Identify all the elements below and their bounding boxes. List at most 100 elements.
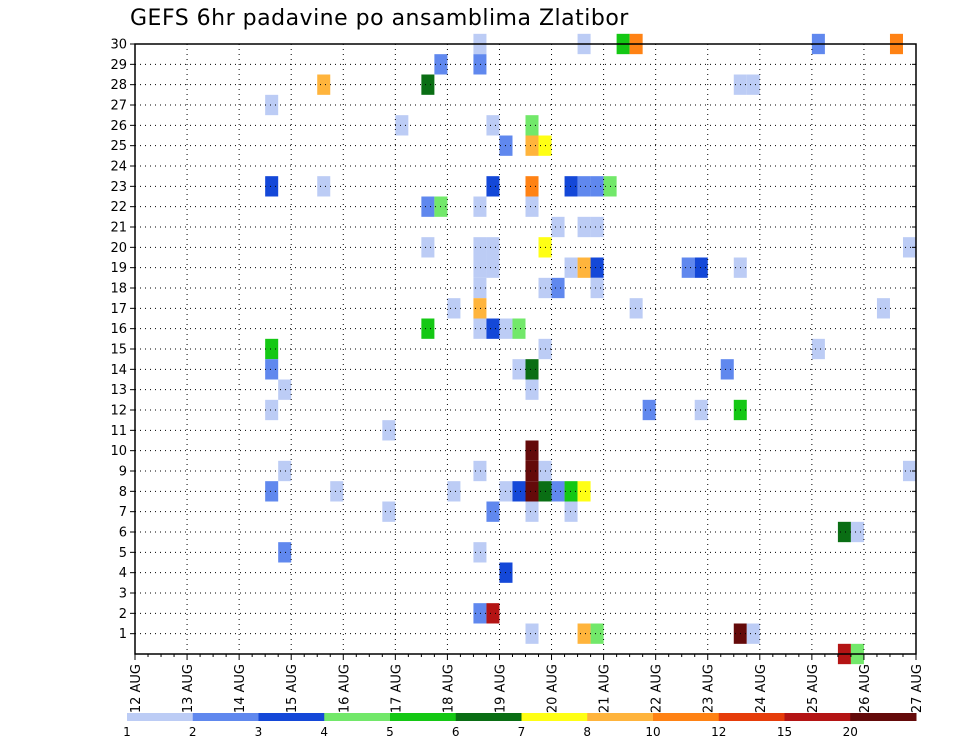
heatmap-cell xyxy=(486,257,500,278)
colorbar-segment xyxy=(653,713,720,721)
heatmap-cell xyxy=(447,298,461,319)
colorbar-label: 12 xyxy=(711,725,726,739)
colorbar-label: 10 xyxy=(645,725,660,739)
colorbar-segment xyxy=(455,713,522,721)
y-tick-label: 23 xyxy=(110,180,127,195)
heatmap-cell xyxy=(525,501,539,522)
heatmap-cell xyxy=(577,481,591,502)
heatmap-cell xyxy=(473,196,487,217)
y-tick-label: 26 xyxy=(110,119,127,134)
heatmap-cell xyxy=(486,115,500,136)
heatmap-cell xyxy=(902,460,916,482)
y-tick-label: 25 xyxy=(110,139,127,154)
heatmap-cell xyxy=(486,318,500,339)
heatmap-cell xyxy=(486,603,500,624)
y-tick-label: 18 xyxy=(110,282,127,297)
x-tick-label: 15 AUG xyxy=(285,664,300,713)
heatmap-cell xyxy=(564,501,578,522)
heatmap-cell xyxy=(564,257,578,278)
heatmap-cell xyxy=(525,135,539,156)
y-tick-label: 5 xyxy=(119,546,127,561)
heatmap-cell xyxy=(512,481,526,502)
y-tick-label: 9 xyxy=(119,465,127,480)
heatmap-cell xyxy=(265,338,279,360)
heatmap-cell xyxy=(577,216,591,238)
x-tick-label: 24 AUG xyxy=(754,664,769,713)
heatmap-cell xyxy=(395,115,409,136)
heatmap-cell xyxy=(525,440,539,461)
x-tick-label: 18 AUG xyxy=(441,664,456,713)
heatmap-cell xyxy=(512,318,526,339)
heatmap-cell xyxy=(330,481,344,502)
colorbar-label: 7 xyxy=(518,725,526,739)
heatmap-cell xyxy=(473,54,487,75)
heatmap-cell xyxy=(746,74,760,95)
y-tick-label: 6 xyxy=(119,526,127,541)
heatmap-cell xyxy=(564,176,578,197)
x-tick-label: 14 AUG xyxy=(233,664,248,713)
heatmap-cell xyxy=(590,277,604,299)
x-tick-label: 20 AUG xyxy=(546,664,561,713)
colorbar-label: 5 xyxy=(386,725,394,739)
x-axis-ticks: 12 AUG 13 AUG 14 AUG 15 AUG 16 AUG 17 AUG 18 A… xyxy=(129,654,925,713)
heatmap-cell xyxy=(473,318,487,339)
heatmap-cell xyxy=(473,460,487,482)
colorbar-segment xyxy=(587,713,654,721)
heatmap-cell xyxy=(551,216,565,238)
heatmap-cell xyxy=(421,318,435,339)
heatmap-cell xyxy=(694,257,708,278)
heatmap-cell xyxy=(421,74,435,95)
heatmap-cell xyxy=(811,338,825,360)
heatmap-cell xyxy=(525,623,539,644)
heatmap-cell xyxy=(473,257,487,278)
heatmap-cell xyxy=(265,176,279,197)
x-tick-label: 19 AUG xyxy=(493,664,508,713)
heatmap-cell xyxy=(473,237,487,258)
colorbar-label: 15 xyxy=(777,725,792,739)
x-tick-label: 17 AUG xyxy=(389,664,404,713)
y-tick-label: 11 xyxy=(110,424,127,439)
heatmap-cell xyxy=(590,623,604,644)
y-tick-label: 1 xyxy=(119,627,127,642)
heatmap-cell xyxy=(525,176,539,197)
heatmap-cell xyxy=(317,176,331,197)
heatmap-cell xyxy=(590,176,604,197)
heatmap-cell xyxy=(382,501,396,522)
heatmap-cell xyxy=(265,94,279,116)
heatmap-cell xyxy=(642,399,656,421)
heatmap-cell xyxy=(629,298,643,319)
colorbar: 1 2 3 4 5 6 7 8 10 12 15 20 xyxy=(123,713,917,739)
colorbar-segment xyxy=(127,713,194,721)
heatmap-cell xyxy=(473,277,487,299)
x-tick-label: 13 AUG xyxy=(181,664,196,713)
colorbar-segment xyxy=(390,713,457,721)
chart-title: GEFS 6hr padavine po ansamblima Zlatibor xyxy=(130,6,629,31)
y-tick-label: 7 xyxy=(119,505,127,520)
colorbar-label: 1 xyxy=(123,725,131,739)
y-tick-label: 30 xyxy=(110,38,127,53)
heatmap-cell xyxy=(577,176,591,197)
y-tick-label: 8 xyxy=(119,485,127,500)
x-tick-label: 12 AUG xyxy=(129,664,144,713)
heatmap-cell xyxy=(850,521,864,543)
heatmap-cell xyxy=(317,74,331,95)
heatmap-cell xyxy=(551,481,565,502)
heatmap-cell xyxy=(590,216,604,238)
heatmap-cell xyxy=(577,623,591,644)
x-tick-label: 16 AUG xyxy=(337,664,352,713)
heatmap-cell xyxy=(278,379,292,400)
heatmap-cell xyxy=(265,399,279,421)
colorbar-segment xyxy=(521,713,588,721)
y-tick-label: 4 xyxy=(119,566,127,581)
x-tick-label: 21 AUG xyxy=(598,664,613,713)
heatmap-cell xyxy=(421,237,435,258)
colorbar-segment xyxy=(850,713,917,721)
y-tick-label: 12 xyxy=(110,404,127,419)
colorbar-segment xyxy=(324,713,391,721)
y-tick-label: 13 xyxy=(110,383,127,398)
y-tick-label: 28 xyxy=(110,78,127,93)
heatmap-cell xyxy=(837,521,851,543)
heatmap-cell xyxy=(681,257,695,278)
heatmap-cell xyxy=(590,257,604,278)
